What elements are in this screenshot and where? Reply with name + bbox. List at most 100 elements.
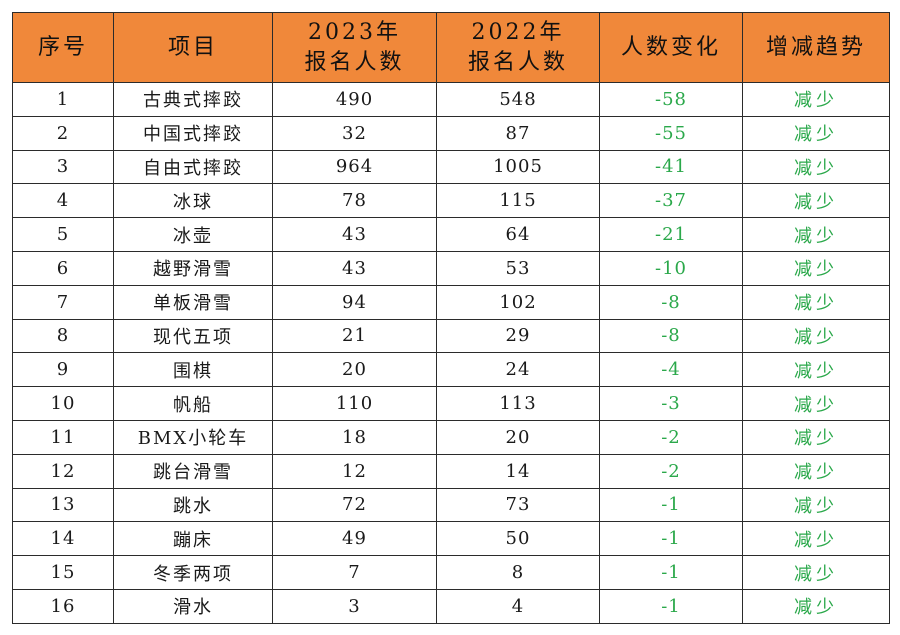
table-header: 序号 项目 2023年 报名人数 2022年 报名人数 人数变化 增减趋势 xyxy=(12,12,890,83)
cell-count-2023: 3 xyxy=(272,588,437,624)
cell-count-2022: 73 xyxy=(436,487,600,523)
cell-change: -55 xyxy=(599,115,743,151)
header-count-2023-year: 2023年 xyxy=(308,19,401,45)
cell-count-2023: 7 xyxy=(272,555,437,590)
cell-project: 滑水 xyxy=(113,588,273,624)
cell-index: 3 xyxy=(12,149,114,185)
cell-count-2023: 12 xyxy=(272,453,437,489)
table-body: 1 古典式摔跤 490 548 -58 减少 2 中国式摔跤 32 87 -55 减少 3 自由式摔跤 96… xyxy=(12,82,890,624)
cell-trend: 减少 xyxy=(742,352,890,388)
cell-trend: 减少 xyxy=(742,318,890,354)
cell-change: -2 xyxy=(599,419,743,455)
cell-count-2022: 87 xyxy=(436,115,600,151)
cell-trend: 减少 xyxy=(742,149,890,185)
cell-project: 围棋 xyxy=(113,352,273,388)
cell-trend: 减少 xyxy=(742,183,890,219)
cell-count-2022: 53 xyxy=(436,250,600,286)
cell-trend: 减少 xyxy=(742,588,890,624)
cell-trend: 减少 xyxy=(742,217,890,252)
cell-project: 中国式摔跤 xyxy=(113,115,273,151)
cell-trend: 减少 xyxy=(742,419,890,455)
cell-change: -1 xyxy=(599,588,743,624)
cell-count-2023: 72 xyxy=(272,487,437,523)
cell-count-2022: 113 xyxy=(436,386,600,421)
cell-count-2022: 50 xyxy=(436,521,600,557)
cell-project: 自由式摔跤 xyxy=(113,149,273,185)
table-row: 6 越野滑雪 43 53 -10 减少 xyxy=(12,250,890,286)
cell-count-2023: 43 xyxy=(272,250,437,286)
cell-count-2022: 24 xyxy=(436,352,600,388)
cell-trend: 减少 xyxy=(742,115,890,151)
cell-trend: 减少 xyxy=(742,386,890,421)
cell-project: 越野滑雪 xyxy=(113,250,273,286)
cell-count-2023: 94 xyxy=(272,284,437,320)
cell-change: -4 xyxy=(599,352,743,388)
cell-index: 14 xyxy=(12,521,114,557)
table-row: 3 自由式摔跤 964 1005 -41 减少 xyxy=(12,149,890,185)
cell-index: 9 xyxy=(12,352,114,388)
table-row: 2 中国式摔跤 32 87 -55 减少 xyxy=(12,115,890,151)
cell-count-2023: 43 xyxy=(272,217,437,252)
cell-project: 单板滑雪 xyxy=(113,284,273,320)
cell-index: 1 xyxy=(12,82,114,117)
header-change: 人数变化 xyxy=(599,12,743,83)
cell-project: 冰壶 xyxy=(113,217,273,252)
cell-change: -37 xyxy=(599,183,743,219)
cell-trend: 减少 xyxy=(742,284,890,320)
cell-index: 5 xyxy=(12,217,114,252)
cell-index: 2 xyxy=(12,115,114,151)
header-count-2023-label: 报名人数 xyxy=(304,49,405,75)
cell-project: 跳水 xyxy=(113,487,273,523)
cell-count-2023: 18 xyxy=(272,419,437,455)
cell-count-2023: 49 xyxy=(272,521,437,557)
cell-index: 4 xyxy=(12,183,114,219)
header-count-2022-label: 报名人数 xyxy=(467,49,568,75)
cell-count-2022: 548 xyxy=(436,82,600,117)
cell-count-2022: 8 xyxy=(436,555,600,590)
header-count-2022-year: 2022年 xyxy=(471,19,565,45)
cell-project: BMX小轮车 xyxy=(113,419,273,455)
cell-change: -3 xyxy=(599,386,743,421)
cell-change: -8 xyxy=(599,318,743,354)
cell-index: 12 xyxy=(12,453,114,489)
cell-index: 10 xyxy=(12,386,114,421)
cell-trend: 减少 xyxy=(742,487,890,523)
cell-index: 6 xyxy=(12,250,114,286)
cell-count-2023: 32 xyxy=(272,115,437,151)
table-row: 16 滑水 3 4 -1 减少 xyxy=(12,588,890,624)
header-count-2023: 2023年 报名人数 xyxy=(272,12,437,83)
cell-index: 8 xyxy=(12,318,114,354)
cell-trend: 减少 xyxy=(742,250,890,286)
table-row: 7 单板滑雪 94 102 -8 减少 xyxy=(12,284,890,320)
table-row: 5 冰壶 43 64 -21 减少 xyxy=(12,217,890,252)
table-row: 11 BMX小轮车 18 20 -2 减少 xyxy=(12,419,890,455)
table-row: 4 冰球 78 115 -37 减少 xyxy=(12,183,890,219)
cell-count-2022: 115 xyxy=(436,183,600,219)
cell-change: -10 xyxy=(599,250,743,286)
header-row: 序号 项目 2023年 报名人数 2022年 报名人数 人数变化 增减趋势 xyxy=(12,12,890,83)
cell-count-2022: 64 xyxy=(436,217,600,252)
cell-count-2023: 78 xyxy=(272,183,437,219)
cell-trend: 减少 xyxy=(742,453,890,489)
cell-count-2022: 14 xyxy=(436,453,600,489)
cell-count-2022: 20 xyxy=(436,419,600,455)
table-row: 9 围棋 20 24 -4 减少 xyxy=(12,352,890,388)
cell-index: 11 xyxy=(12,419,114,455)
cell-count-2023: 490 xyxy=(272,82,437,117)
cell-count-2022: 29 xyxy=(436,318,600,354)
cell-trend: 减少 xyxy=(742,555,890,590)
header-count-2022: 2022年 报名人数 xyxy=(436,12,600,83)
cell-project: 跳台滑雪 xyxy=(113,453,273,489)
cell-change: -2 xyxy=(599,453,743,489)
cell-change: -41 xyxy=(599,149,743,185)
header-project: 项目 xyxy=(113,12,273,83)
cell-count-2023: 20 xyxy=(272,352,437,388)
cell-change: -8 xyxy=(599,284,743,320)
cell-project: 古典式摔跤 xyxy=(113,82,273,117)
header-trend: 增减趋势 xyxy=(742,12,890,83)
cell-project: 现代五项 xyxy=(113,318,273,354)
cell-count-2022: 4 xyxy=(436,588,600,624)
cell-change: -21 xyxy=(599,217,743,252)
